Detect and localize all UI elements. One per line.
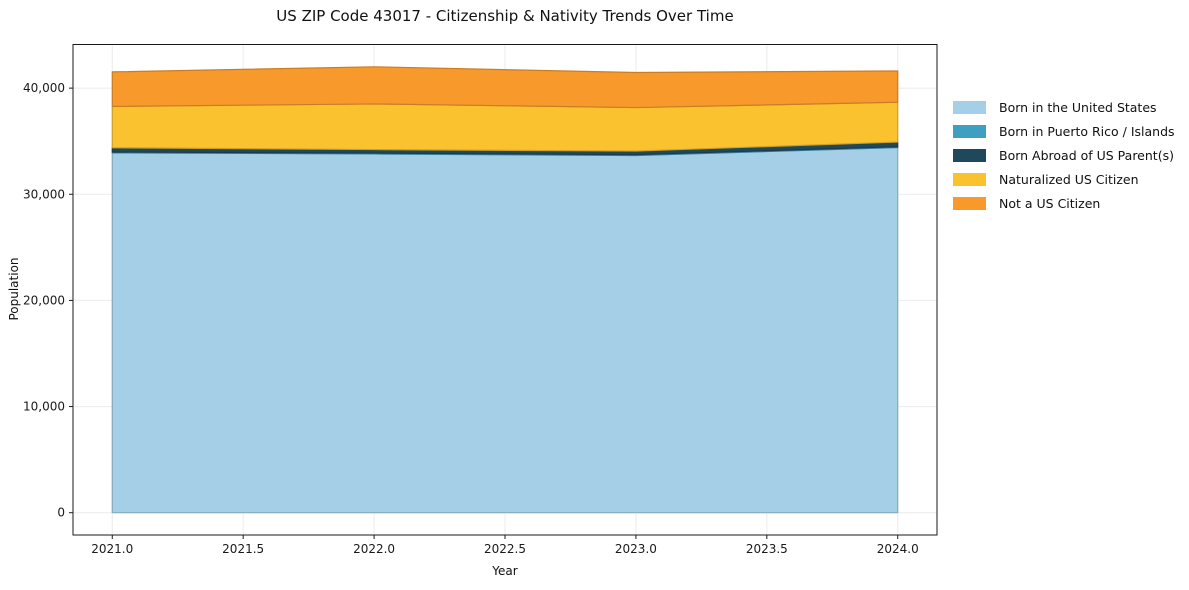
x-tick-label: 2024.0 [877,542,919,556]
x-tick-label: 2021.0 [91,542,133,556]
x-tick-label: 2022.0 [353,542,395,556]
legend-swatch-icon [953,101,986,114]
area-series-0 [111,146,899,514]
x-axis-label: Year [492,564,518,578]
x-tick-label: 2021.5 [222,542,264,556]
legend-swatch-icon [953,125,986,138]
legend-swatch-icon [953,173,986,186]
legend: Born in the United States Born in Puerto … [953,100,1175,221]
legend-label: Born Abroad of US Parent(s) [999,148,1174,163]
legend-item-2: Born Abroad of US Parent(s) [953,148,1175,163]
legend-swatch-icon [953,197,986,210]
y-tick-label: 10,000 [23,400,65,414]
legend-label: Born in Puerto Rico / Islands [999,124,1175,139]
y-tick-label: 30,000 [23,187,65,201]
y-axis-label: Population [7,257,21,321]
y-tick-label: 20,000 [23,293,65,307]
legend-item-3: Naturalized US Citizen [953,172,1175,187]
legend-swatch-icon [953,149,986,162]
legend-item-1: Born in Puerto Rico / Islands [953,124,1175,139]
y-tick-label: 40,000 [23,81,65,95]
legend-item-4: Not a US Citizen [953,196,1175,211]
y-tick-label: 0 [57,506,65,520]
legend-item-0: Born in the United States [953,100,1175,115]
x-tick-label: 2023.5 [746,542,788,556]
chart-title: US ZIP Code 43017 - Citizenship & Nativi… [276,7,734,25]
area-series-4 [111,66,899,109]
area-series-3 [111,101,899,152]
legend-label: Not a US Citizen [999,196,1101,211]
legend-label: Born in the United States [999,100,1157,115]
x-tick-label: 2022.5 [484,542,526,556]
legend-label: Naturalized US Citizen [999,172,1139,187]
x-tick-label: 2023.0 [615,542,657,556]
